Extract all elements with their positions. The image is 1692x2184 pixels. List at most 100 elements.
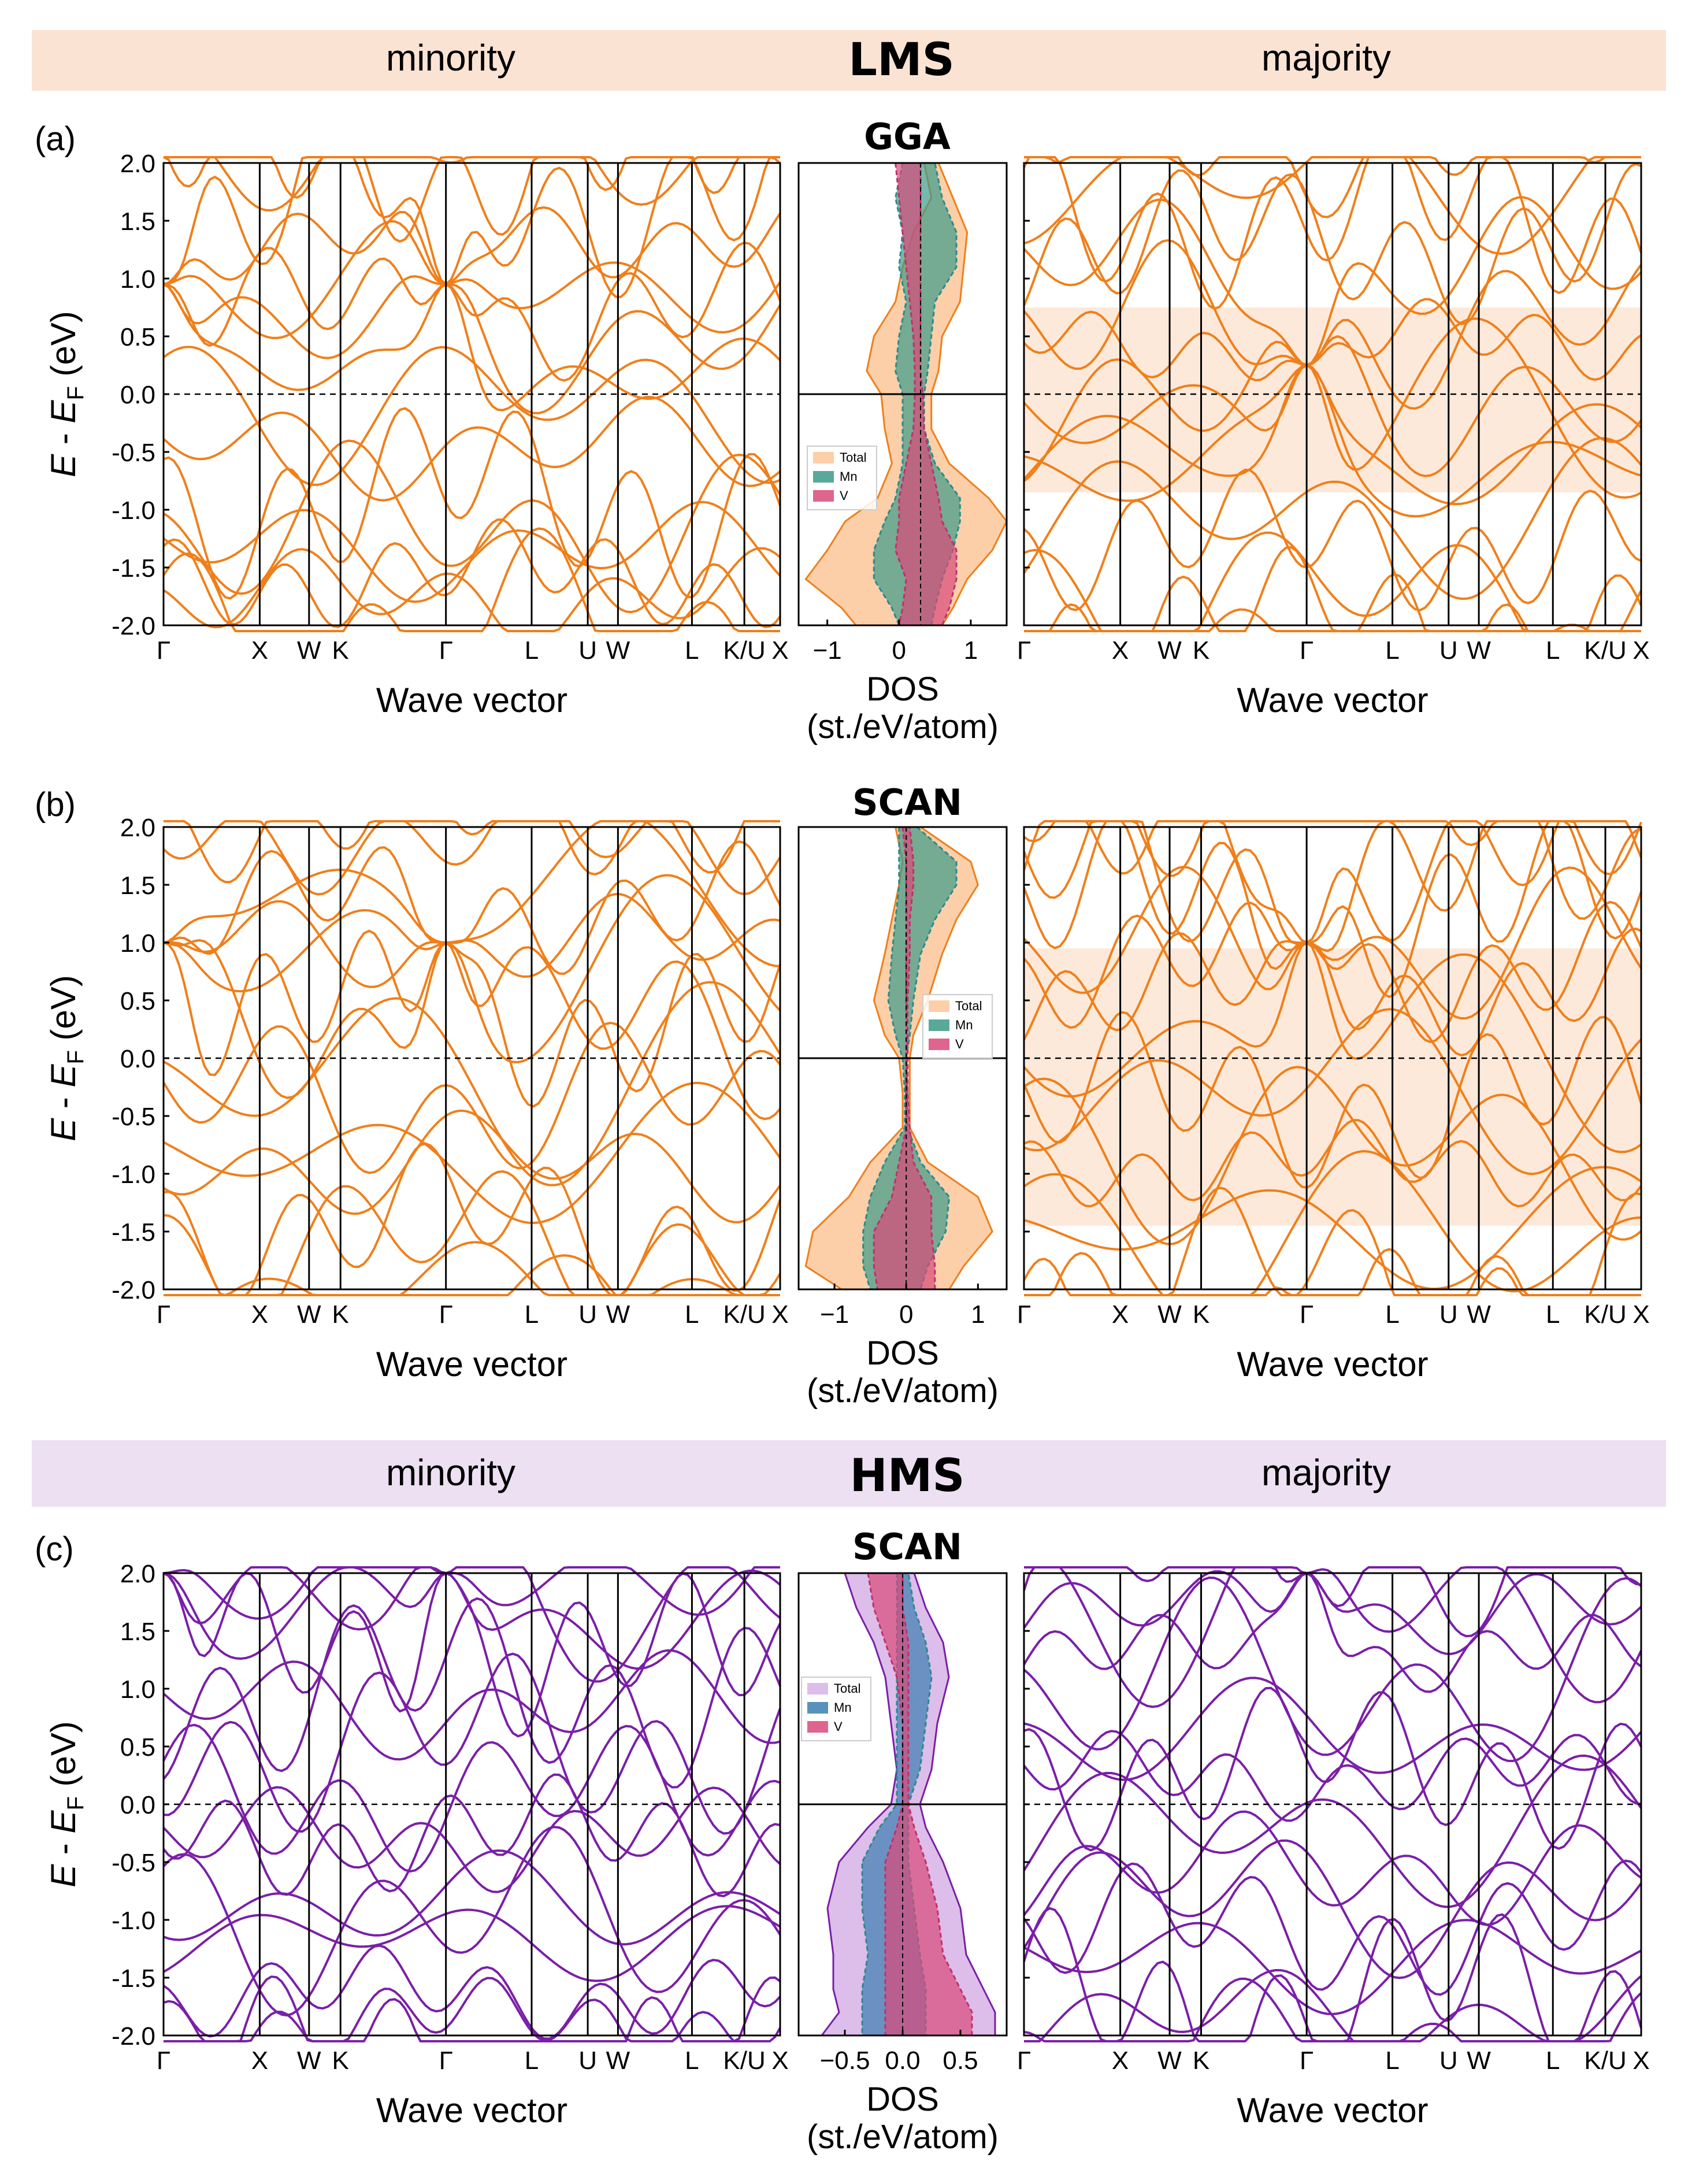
panel-b-majority-band (1023, 866, 1642, 1020)
panel-c-majority-xlabel: Wave vector (1237, 2091, 1428, 2130)
panel-a-dos-xtick-label: 0 (892, 636, 906, 665)
panel-c-minority-kpoint-label: L (685, 2046, 699, 2075)
panel-a-minority-kpoint-label: U (578, 636, 597, 665)
panel-c-minority-ytick-label: -0.5 (112, 1849, 155, 1877)
panel-b-majority-kpoint-label: X (1632, 1300, 1649, 1329)
panel-a-legend-label: V (840, 488, 848, 503)
panel-c-minority-band (162, 1905, 781, 1982)
panel-c-minority-kpoint-label: W (606, 2046, 630, 2075)
panel-b-minority-kpoint-label: Γ (157, 1300, 170, 1329)
panel-c-dos-xtick-label: 0.0 (885, 2046, 920, 2075)
panel-b-legend-label: Mn (955, 1018, 973, 1032)
panel-b-minority-kpoint-label: Γ (439, 1300, 453, 1329)
panel-c-minority-band (164, 1975, 781, 2042)
ylabel-e: E (44, 454, 83, 477)
panel-b-minority-ytick-label: 0.5 (120, 987, 155, 1015)
panel-b-majority-band (1023, 1248, 1641, 1296)
panel-b-minority-ytick-label: 1.5 (120, 872, 155, 900)
panel-b-majority-kpoint-label: Γ (1300, 1300, 1313, 1329)
panel-a-majority-kpoint-label: X (1632, 636, 1649, 665)
panel-a-majority-band (1023, 298, 1642, 381)
panel-a-majority-kpoint-label: W (1157, 636, 1182, 665)
panel-a-dos-xtick-label: 1 (964, 636, 978, 665)
panel-b-minority-kpoint-label: L (685, 1300, 699, 1329)
panel-c-minority-band (162, 1649, 781, 1761)
panel-c-minority-kpoint-label: W (297, 2046, 321, 2075)
ylabel-mid: - (44, 1088, 83, 1118)
method-title-b: SCAN (852, 781, 962, 824)
panel-c-minority-band (162, 1944, 781, 2040)
ylabel-unit: (eV) (44, 1721, 83, 1796)
panel-c-minority-ytick-label: -1.5 (112, 1964, 155, 1993)
panel-b-minority-band (162, 1021, 781, 1174)
panel-c-majority-kpoint-label: W (1467, 2046, 1491, 2075)
panel-c-minority-ytick-label: 0.0 (120, 1791, 155, 1819)
method-title-a: GGA (864, 116, 951, 158)
panel-c-minority-band (163, 1652, 781, 1835)
panel-b-majority-band (1023, 820, 1642, 998)
panel-label-a: (a) (35, 120, 76, 158)
panel-b-majority-band (1023, 1011, 1642, 1189)
panel-c-minority-kpoint-label: X (771, 2046, 788, 2075)
panel-c-majority-band (1023, 1572, 1642, 1693)
panel-b-legend-swatch (929, 1039, 949, 1050)
panel-b-minority-band (163, 929, 781, 1108)
panel-c-minority-kpoint-label: Γ (439, 2046, 453, 2075)
panel-c-majority-band (1023, 1907, 1642, 2042)
panel-b-minority-band (163, 939, 781, 1121)
panel-c-legend-label: V (834, 1719, 843, 1734)
panel-a-minority-ytick-label: 1.5 (120, 207, 155, 236)
panel-b-dos-xlabel: DOS (866, 1334, 939, 1372)
panel-a-minority-kpoint-label: Γ (439, 636, 453, 665)
panel-b-majority-band (1023, 1150, 1642, 1296)
panel-c-majority-band (1024, 1969, 1642, 2042)
panel-c-majority-kpoint-label: X (1112, 2046, 1129, 2075)
panel-c-legend-label: Total (834, 1681, 860, 1696)
panel-b-minority-band (163, 1170, 781, 1296)
ylabel-e: E (44, 1864, 83, 1888)
panel-c-majority-band (1023, 1686, 1642, 1852)
lms-title: LMS (848, 34, 955, 86)
panel-c-minority-band (163, 1566, 781, 1670)
panel-a-majority-band (1023, 437, 1642, 600)
panel-c-legend-swatch (807, 1702, 828, 1714)
panel-a-majority-band (1024, 156, 1641, 218)
panel-c-dos-xlabel2: (st./eV/atom) (807, 2118, 999, 2156)
panel-c-minority-xlabel: Wave vector (376, 2091, 567, 2130)
panel-c-minority-band (162, 1597, 781, 1789)
panel-a-minority-band (163, 156, 780, 243)
panel-c-majority-band (1023, 1839, 1642, 1979)
panel-b-minority-kpoint-label: K/U (723, 1300, 765, 1329)
panel-a-majority-kpoint-label: Γ (1300, 636, 1313, 665)
panel-b-dos-frame (797, 826, 1008, 1291)
method-title-c: SCAN (852, 1526, 962, 1568)
panel-a-minority-ytick-label: 0.5 (120, 323, 155, 351)
panel-b-majority-band (1023, 820, 1642, 944)
panel-b-legend-label: V (955, 1037, 964, 1051)
panel-c-minority-band (162, 1826, 781, 2017)
panel-b-minority-kpoint-label: X (251, 1300, 268, 1329)
panel-a-majority-kpoint-label: K/U (1584, 636, 1626, 665)
panel-b-ylabel: E - EF (eV) (44, 975, 88, 1141)
panel-b-minority-band (163, 981, 781, 1186)
panel-b-minority-band (162, 1109, 781, 1223)
panel-b-minority-ytick-label: 1.0 (120, 929, 155, 958)
panel-b-minority-band (164, 1241, 780, 1296)
panel-b-majority-band (1023, 820, 1642, 877)
panel-b-minority-band (163, 1142, 781, 1296)
lms-majority-label: majority (1261, 37, 1391, 79)
panel-a-majority-band (1023, 531, 1642, 632)
panel-a-legend-swatch (813, 452, 834, 464)
panel-b-majority-kpoint-label: Γ (1017, 1300, 1031, 1329)
panel-a-majority-band (1023, 156, 1641, 255)
panel-c-majority-kpoint-label: W (1157, 2046, 1182, 2075)
panel-a-majority-band (1023, 364, 1642, 506)
panel-c-majority-kpoint-label: L (1385, 2046, 1399, 2075)
panel-c-majority-kpoint-label: U (1439, 2046, 1458, 2075)
panel-c-majority-kpoint-label: Γ (1300, 2046, 1313, 2075)
panel-a-majority-band (1024, 546, 1642, 632)
panel-c-legend-swatch (807, 1721, 828, 1733)
ylabel-mid: - (44, 1834, 83, 1864)
ylabel-sub: F (63, 386, 88, 400)
panel-a-dos-frame (797, 162, 1008, 626)
